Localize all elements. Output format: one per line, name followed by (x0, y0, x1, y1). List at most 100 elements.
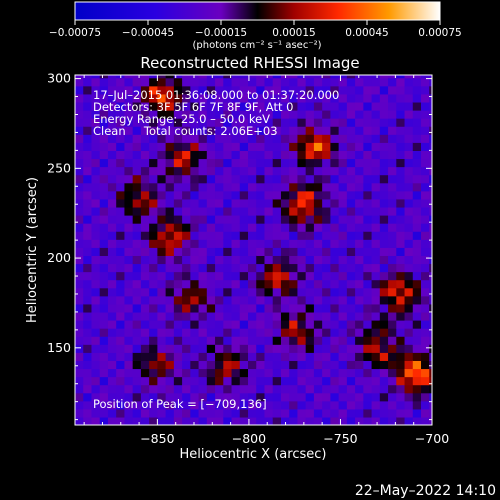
y-axis-label: Heliocentric Y (arcsec) (25, 177, 40, 323)
heatmap-cell (173, 93, 183, 103)
heatmap-cell (107, 279, 117, 289)
heatmap-cell (239, 134, 249, 143)
heatmap-cell (173, 77, 183, 87)
heatmap-cell (256, 384, 266, 394)
heatmap-cell (280, 85, 290, 95)
heatmap-cell (256, 416, 266, 425)
heatmap-cell (412, 336, 422, 345)
heatmap-cell (157, 215, 167, 224)
heatmap-cell (322, 166, 331, 176)
heatmap-cell (421, 206, 430, 216)
heatmap-cell (173, 303, 183, 313)
heatmap-cell (371, 263, 381, 273)
y-tick-label: 300 (47, 71, 71, 86)
heatmap-cell (305, 247, 315, 256)
heatmap-cell (355, 344, 364, 353)
heatmap-cell (198, 75, 208, 79)
heatmap-cell (124, 311, 134, 321)
heatmap-cell (338, 134, 348, 143)
heatmap-cell (157, 85, 167, 95)
heatmap-cell (206, 215, 216, 224)
heatmap-cell (297, 150, 307, 160)
heatmap-cell (75, 247, 84, 256)
heatmap-cell (256, 320, 266, 329)
heatmap-cell (75, 263, 84, 273)
heatmap-cell (231, 206, 241, 216)
heatmap-cell (99, 287, 109, 297)
heatmap-cell (107, 239, 117, 248)
heatmap-cell (305, 158, 315, 168)
heatmap-cell (107, 223, 117, 232)
heatmap-cell (421, 85, 430, 95)
heatmap-cell (91, 416, 101, 425)
heatmap-cell (429, 166, 432, 176)
heatmap-cell (396, 223, 406, 232)
heatmap-cell (140, 416, 150, 425)
heatmap-cell (107, 231, 117, 240)
heatmap-cell (239, 352, 249, 361)
heatmap-cell (165, 303, 175, 313)
heatmap-cell (256, 344, 266, 353)
heatmap-cell (363, 247, 373, 256)
heatmap-cell (346, 93, 356, 103)
heatmap-cell (346, 118, 356, 127)
heatmap-cell (289, 360, 299, 370)
heatmap-cell (239, 190, 249, 200)
heatmap-cell (280, 118, 290, 127)
heatmap-cell (412, 101, 422, 111)
heatmap-cell (132, 198, 142, 208)
heatmap-cell (149, 150, 158, 160)
heatmap-cell (363, 142, 373, 151)
heatmap-cell (248, 190, 257, 200)
heatmap-cell (412, 118, 422, 127)
heatmap-cell (412, 408, 422, 418)
heatmap-cell (206, 239, 216, 248)
info-line-clean: Clean Total counts: 2.06E+03 (93, 124, 278, 138)
heatmap-cell (355, 231, 364, 240)
heatmap-cell (173, 384, 183, 394)
heatmap-cell (363, 263, 373, 273)
heatmap-cell (248, 255, 257, 265)
heatmap-cell (91, 255, 101, 265)
heatmap-cell (396, 118, 406, 127)
heatmap-cell (75, 206, 84, 216)
heatmap-cell (280, 400, 290, 410)
heatmap-cell (116, 118, 126, 127)
heatmap-cell (379, 303, 389, 313)
heatmap-cell (198, 352, 208, 361)
heatmap-cell (157, 368, 167, 378)
heatmap-cell (107, 376, 117, 386)
heatmap-cell (346, 110, 356, 119)
heatmap-cell (412, 126, 422, 135)
heatmap-cell (379, 77, 389, 87)
heatmap-cell (75, 101, 84, 111)
heatmap-cell (239, 279, 249, 289)
heatmap-cell (132, 77, 142, 87)
heatmap-cell (239, 85, 249, 95)
heatmap-cell (404, 328, 414, 337)
heatmap-cell (132, 215, 142, 224)
heatmap-cell (264, 287, 274, 297)
heatmap-cell (379, 247, 389, 256)
heatmap-cell (107, 336, 117, 345)
heatmap-cell (182, 352, 191, 361)
heatmap-cell (363, 198, 373, 208)
heatmap-cell (248, 328, 257, 337)
heatmap-cell (215, 311, 224, 321)
heatmap-cell (190, 376, 200, 386)
heatmap-cell (421, 247, 430, 256)
heatmap-cell (248, 231, 257, 240)
heatmap-cell (223, 190, 233, 200)
heatmap-cell (297, 263, 307, 273)
plot-frame (74, 74, 433, 426)
heatmap-cell (272, 150, 282, 160)
heatmap-cell (404, 360, 414, 370)
heatmap-cell (322, 287, 331, 297)
heatmap-cell (371, 93, 381, 103)
heatmap-cell (421, 392, 430, 402)
heatmap-cell (239, 231, 249, 240)
heatmap-cell (140, 215, 150, 224)
heatmap-cell (107, 368, 117, 378)
heatmap-cell (429, 303, 432, 313)
heatmap-cell (396, 134, 406, 143)
